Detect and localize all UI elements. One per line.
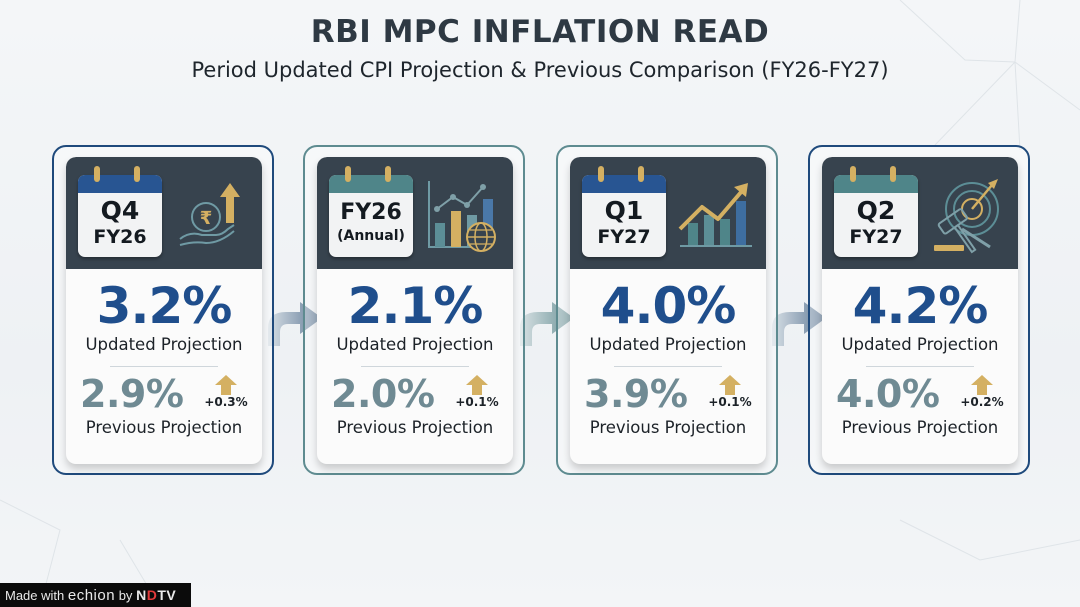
page-title: RBI MPC INFLATION READ	[310, 14, 770, 50]
calendar-icon: FY26 (Annual)	[329, 175, 413, 257]
card-panel: FY26 (Annual) 2.1% Updated Proje	[317, 157, 513, 464]
flow-arrow-3	[772, 302, 826, 346]
updated-projection-value: 4.2%	[852, 277, 989, 335]
calendar-ring	[385, 166, 391, 182]
ndtv-logo: NDTV	[136, 587, 177, 603]
previous-projection-value: 2.9%	[80, 372, 184, 416]
calendar-ring	[850, 166, 856, 182]
delta-value: +0.2%	[960, 395, 1004, 409]
calendar-icon: Q1 FY27	[582, 175, 666, 257]
target-gavel-icon	[934, 179, 999, 254]
previous-projection-value: 2.0%	[331, 372, 435, 416]
card-panel: Q1 FY27 4.0% Updated Projection 3.9%	[570, 157, 766, 464]
calendar-icon: Q2 FY27	[834, 175, 918, 257]
calendar-ring	[638, 166, 644, 182]
updated-projection-label: Updated Projection	[589, 335, 747, 354]
card-header: Q2 FY27	[822, 157, 1018, 269]
card-fy26-annual: FY26 (Annual) 2.1% Updated Proje	[303, 145, 525, 475]
footer-credit: Made with echion by NDTV	[0, 583, 191, 607]
card-q2-fy27: Q2 FY27 4.2% Updated Projection	[808, 145, 1030, 475]
card-header: FY26 (Annual)	[317, 157, 513, 269]
previous-projection-label: Previous Projection	[841, 418, 999, 437]
svg-text:₹: ₹	[200, 208, 213, 229]
updated-projection-value: 4.0%	[600, 277, 737, 335]
previous-projection-label: Previous Projection	[589, 418, 747, 437]
delta-badge: +0.1%	[455, 375, 499, 409]
previous-projection-value: 3.9%	[584, 372, 688, 416]
up-arrow-icon	[719, 375, 741, 395]
made-with-text: Made with	[5, 588, 65, 603]
updated-projection-value: 3.2%	[96, 277, 233, 335]
delta-value: +0.1%	[708, 395, 752, 409]
up-arrow-icon	[466, 375, 488, 395]
delta-value: +0.1%	[455, 395, 499, 409]
previous-projection-label: Previous Projection	[336, 418, 494, 437]
card-q4-fy26: Q4 FY26 ₹ 3.2% Updated Projection 2.9% +…	[52, 145, 274, 475]
card-header: Q4 FY26 ₹	[66, 157, 262, 269]
by-text: by	[118, 588, 133, 603]
divider	[361, 366, 469, 367]
up-arrow-icon	[971, 375, 993, 395]
calendar-ring	[598, 166, 604, 182]
calendar-ring	[134, 166, 140, 182]
delta-badge: +0.3%	[204, 375, 248, 409]
period-label: Q4	[100, 196, 140, 225]
echion-logo: echion	[67, 587, 116, 604]
period-year: FY27	[849, 226, 903, 248]
up-arrow-icon	[215, 375, 237, 395]
rising-bar-chart-icon	[678, 183, 752, 247]
period-label: Q2	[856, 196, 896, 225]
flow-arrow-1	[268, 302, 322, 346]
period-label: Q1	[604, 196, 644, 225]
period-label: FY26	[340, 200, 402, 225]
calendar-ring	[94, 166, 100, 182]
period-year: FY27	[597, 226, 651, 248]
period-year: FY26	[93, 226, 147, 248]
page-subtitle: Period Updated CPI Projection & Previous…	[191, 58, 889, 82]
previous-projection-label: Previous Projection	[85, 418, 243, 437]
calendar-ring	[345, 166, 351, 182]
divider	[866, 366, 974, 367]
previous-projection-value: 4.0%	[836, 372, 940, 416]
delta-badge: +0.2%	[960, 375, 1004, 409]
bar-chart-globe-icon	[428, 181, 496, 252]
delta-badge: +0.1%	[708, 375, 752, 409]
updated-projection-label: Updated Projection	[841, 335, 999, 354]
updated-projection-value: 2.1%	[347, 277, 484, 335]
divider	[614, 366, 722, 367]
updated-projection-label: Updated Projection	[336, 335, 494, 354]
calendar-icon: Q4 FY26	[78, 175, 162, 257]
card-header: Q1 FY27	[570, 157, 766, 269]
flow-arrow-2	[520, 302, 574, 346]
rupee-hand-growth-icon: ₹	[179, 183, 240, 246]
divider	[110, 366, 218, 367]
period-year: (Annual)	[337, 228, 405, 244]
updated-projection-label: Updated Projection	[85, 335, 243, 354]
calendar-ring	[890, 166, 896, 182]
card-q1-fy27: Q1 FY27 4.0% Updated Projection 3.9%	[556, 145, 778, 475]
delta-value: +0.3%	[204, 395, 248, 409]
card-panel: Q2 FY27 4.2% Updated Projection	[822, 157, 1018, 464]
card-panel: Q4 FY26 ₹ 3.2% Updated Projection 2.9% +…	[66, 157, 262, 464]
